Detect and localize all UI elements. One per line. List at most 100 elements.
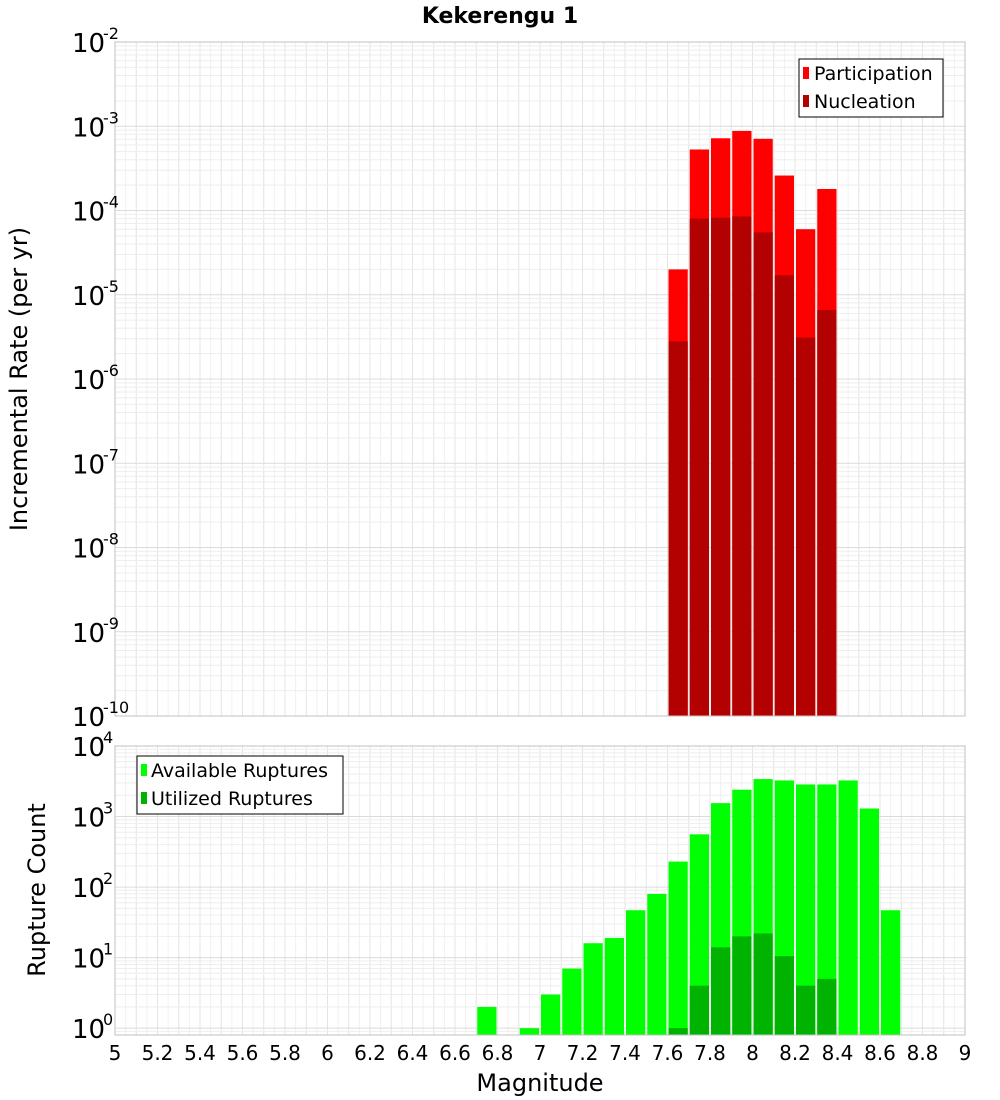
- top-legend: Participation Nucleation: [798, 58, 944, 118]
- y-tick-base: 10: [72, 29, 105, 59]
- bar-available-ruptures: [541, 994, 561, 1035]
- bottom-y-axis-title: Rupture Count: [23, 803, 51, 977]
- y-tick-exponent: -8: [103, 530, 119, 549]
- y-tick-base: 10: [72, 733, 105, 763]
- bar-utilized-ruptures: [711, 947, 731, 1035]
- y-tick-label: 10-3: [72, 108, 119, 143]
- y-tick-base: 10: [72, 282, 105, 312]
- bar-available-ruptures: [647, 893, 667, 1035]
- y-tick-label: 10-8: [72, 530, 119, 565]
- y-tick-base: 10: [72, 198, 105, 228]
- y-tick-exponent: -6: [103, 361, 119, 380]
- y-tick-base: 10: [72, 113, 105, 143]
- y-tick-base: 10: [72, 366, 105, 396]
- bar-available-ruptures: [583, 943, 603, 1035]
- x-axis-title: Magnitude: [476, 1069, 603, 1097]
- bar-available-ruptures: [604, 937, 624, 1035]
- legend-swatch-participation: [803, 67, 809, 79]
- bar-available-ruptures: [881, 910, 901, 1035]
- y-tick-exponent: -10: [103, 698, 129, 717]
- bar-nucleation: [796, 337, 816, 716]
- bar-available-ruptures: [562, 968, 582, 1035]
- y-tick-exponent: -5: [103, 277, 119, 296]
- y-tick-label: 101: [72, 940, 113, 975]
- bar-available-ruptures: [796, 784, 816, 1035]
- x-tick-label: 5.6: [227, 1041, 259, 1065]
- y-tick-label: 10-7: [72, 445, 119, 480]
- y-tick-exponent: 2: [103, 869, 113, 888]
- bar-nucleation: [668, 341, 688, 716]
- x-tick-label: 8.6: [864, 1041, 896, 1065]
- top-legend-box: [798, 58, 944, 118]
- legend-swatch-nucleation: [803, 95, 809, 107]
- bar-utilized-ruptures: [689, 985, 709, 1035]
- x-tick-label: 6: [321, 1041, 334, 1065]
- y-tick-label: 104: [72, 728, 113, 763]
- y-tick-exponent: -2: [103, 24, 119, 43]
- y-tick-base: 10: [72, 1015, 105, 1045]
- y-tick-base: 10: [72, 450, 105, 480]
- y-tick-label: 10-10: [72, 698, 129, 733]
- y-tick-label: 10-5: [72, 277, 119, 312]
- bar-available-ruptures: [519, 1028, 539, 1035]
- bar-nucleation: [689, 218, 709, 716]
- bar-utilized-ruptures: [796, 985, 816, 1035]
- x-tick-label: 8.2: [779, 1041, 811, 1065]
- chart-title: Kekerengu 1: [422, 4, 578, 29]
- x-tick-label: 7.6: [652, 1041, 684, 1065]
- legend-swatch-utilized: [141, 792, 147, 804]
- bottom-bars: [477, 779, 901, 1035]
- y-tick-label: 10-6: [72, 361, 119, 396]
- x-tick-label: 7.4: [609, 1041, 641, 1065]
- top-plot-border: [114, 41, 966, 717]
- x-tick-label: 8.8: [907, 1041, 939, 1065]
- y-tick-base: 10: [72, 945, 105, 975]
- x-tick-label: 6.4: [397, 1041, 429, 1065]
- y-tick-label: 103: [72, 799, 113, 834]
- legend-swatch-available: [141, 764, 147, 776]
- bar-available-ruptures: [859, 808, 879, 1035]
- y-tick-exponent: 3: [103, 799, 113, 818]
- y-tick-exponent: -9: [103, 614, 119, 633]
- y-tick-base: 10: [72, 703, 105, 733]
- x-tick-label: 6.2: [354, 1041, 386, 1065]
- top-y-axis-title: Incremental Rate (per yr): [5, 227, 33, 531]
- top-bars: [668, 130, 837, 717]
- bar-available-ruptures: [477, 1006, 497, 1035]
- y-tick-label: 10-4: [72, 193, 119, 228]
- bottom-plot-border: [114, 745, 966, 1036]
- bar-available-ruptures: [689, 834, 709, 1035]
- legend-label-utilized: Utilized Ruptures: [151, 788, 313, 810]
- bar-available-ruptures: [668, 861, 688, 1035]
- bar-utilized-ruptures: [774, 956, 794, 1035]
- legend-label-participation: Participation: [814, 63, 933, 85]
- y-tick-exponent: 1: [103, 940, 113, 959]
- y-tick-label: 100: [72, 1010, 113, 1045]
- y-tick-base: 10: [72, 874, 105, 904]
- bar-nucleation: [774, 275, 794, 716]
- y-tick-label: 102: [72, 869, 113, 904]
- bar-nucleation: [753, 232, 773, 716]
- bar-available-ruptures: [817, 784, 837, 1035]
- x-tick-label: 8.4: [822, 1041, 854, 1065]
- top-grid: [114, 41, 966, 717]
- x-tick-label: 6.6: [439, 1041, 471, 1065]
- x-tick-label: 8: [746, 1041, 759, 1065]
- x-tick-label: 5.4: [184, 1041, 216, 1065]
- legend-label-nucleation: Nucleation: [814, 91, 916, 113]
- x-tick-label: 9: [959, 1041, 972, 1065]
- y-tick-base: 10: [72, 619, 105, 649]
- bar-utilized-ruptures: [732, 936, 752, 1035]
- y-tick-base: 10: [72, 535, 105, 565]
- x-ticks: 5 5.2 5.4 5.6 5.8 6 6.2 6.4 6.6 6.8 7 7.2 7.4 7.6 7.8 8…: [109, 1041, 972, 1065]
- y-tick-exponent: -7: [103, 445, 119, 464]
- bar-utilized-ruptures: [668, 1028, 688, 1035]
- bar-available-ruptures: [838, 780, 858, 1035]
- x-tick-label: 7.2: [567, 1041, 599, 1065]
- x-tick-label: 5.8: [269, 1041, 301, 1065]
- bottom-legend-box: [136, 755, 344, 815]
- bar-nucleation: [732, 216, 752, 716]
